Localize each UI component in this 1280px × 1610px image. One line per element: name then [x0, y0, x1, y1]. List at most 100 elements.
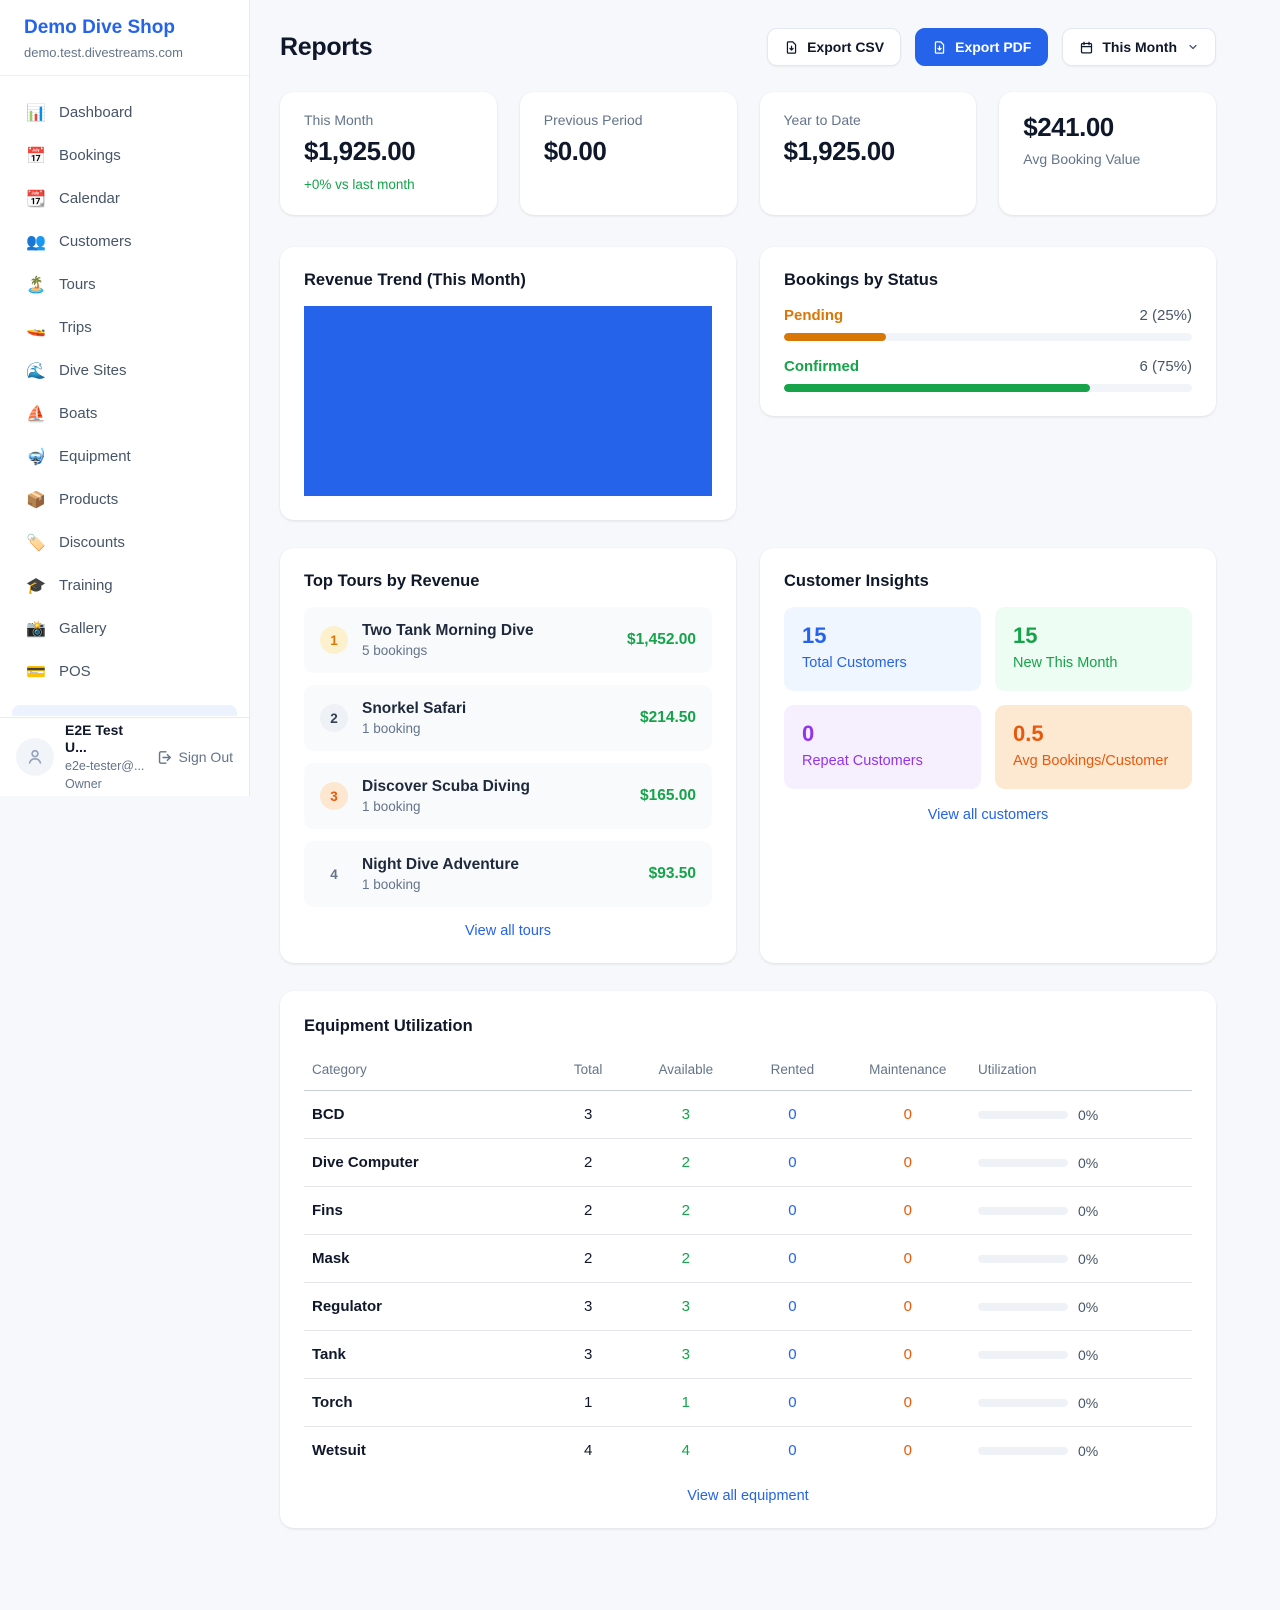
sidebar-item-gallery[interactable]: 📸 Gallery	[12, 607, 237, 650]
cell-total: 3	[543, 1330, 633, 1379]
cell-category: Dive Computer	[304, 1138, 544, 1187]
products-icon: 📦	[26, 491, 46, 509]
cell-maintenance: 0	[845, 1234, 970, 1283]
sign-out-icon	[158, 750, 171, 764]
cell-available: 2	[632, 1186, 740, 1235]
equipment-utilization-card: Equipment Utilization Category Total Ava…	[280, 991, 1216, 1528]
insight-value: 15	[802, 623, 827, 648]
cell-rented: 0	[739, 1378, 846, 1427]
sidebar-item-reports-active-highlight[interactable]	[12, 705, 237, 716]
insight-avg-bookings: 0.5 Avg Bookings/Customer	[995, 705, 1192, 789]
rank-badge: 1	[320, 626, 348, 654]
tour-name: Night Dive Adventure	[362, 856, 520, 873]
cell-total: 2	[543, 1234, 633, 1283]
cell-available: 1	[632, 1378, 740, 1427]
export-pdf-button[interactable]: Export PDF	[915, 28, 1049, 66]
view-all-tours-link[interactable]: View all tours	[465, 923, 551, 939]
cell-available: 4	[681, 1442, 690, 1459]
stat-delta: +0% vs last month	[304, 177, 415, 192]
table-row: Fins 2 2 0 0 0%	[304, 1186, 1192, 1235]
cell-category: Tank	[304, 1330, 544, 1379]
stat-value: $1,925.00	[783, 136, 896, 166]
progress-fill	[784, 384, 1090, 392]
cell-maintenance: 0	[845, 1282, 970, 1331]
sidebar-item-discounts[interactable]: 🏷️ Discounts	[12, 521, 237, 564]
pos-icon: 💳	[26, 663, 46, 681]
tour-name: Two Tank Morning Dive	[362, 622, 534, 639]
tour-bookings: 5 bookings	[362, 643, 428, 658]
sidebar-item-dive-sites[interactable]: 🌊 Dive Sites	[12, 349, 237, 392]
sidebar-item-bookings[interactable]: 📅 Bookings	[12, 134, 237, 177]
utilization-bar	[977, 1398, 1068, 1407]
utilization-bar	[977, 1302, 1068, 1311]
tour-revenue: $165.00	[639, 787, 696, 804]
utilization-bar	[977, 1350, 1068, 1359]
insight-value: 0.5	[1013, 721, 1044, 746]
tour-list: 1 Two Tank Morning Dive 5 bookings $1,45…	[304, 607, 712, 907]
sidebar: Demo Dive Shop demo.test.divestreams.com…	[0, 0, 250, 796]
sidebar-item-products[interactable]: 📦 Products	[12, 478, 237, 521]
sidebar-item-tours[interactable]: 🏝️ Tours	[12, 263, 237, 306]
utilization-bar	[977, 1110, 1068, 1119]
sidebar-item-label: Equipment	[59, 448, 131, 465]
equipment-table: Category Total Available Rented Maintena…	[304, 1054, 1192, 1474]
bookings-by-status-card: Bookings by Status Pending 2 (25%) Confi…	[760, 247, 1216, 416]
tour-name: Snorkel Safari	[362, 700, 467, 717]
progress-track	[784, 384, 1192, 392]
stat-value: $241.00	[1023, 112, 1114, 142]
stat-label: Previous Period	[543, 112, 643, 128]
export-csv-button[interactable]: Export CSV	[767, 28, 902, 66]
view-all-customers-link[interactable]: View all customers	[927, 807, 1049, 823]
cell-maintenance: 0	[845, 1330, 970, 1379]
sidebar-item-training[interactable]: 🎓 Training	[12, 564, 237, 607]
sidebar-item-label: Discounts	[59, 534, 125, 551]
sidebar-item-equipment[interactable]: 🤿 Equipment	[12, 435, 237, 478]
utilization-pct: 0%	[1077, 1154, 1099, 1171]
cell-maintenance: 0	[845, 1378, 970, 1427]
sidebar-item-label: Bookings	[59, 147, 121, 164]
stat-card-previous-period: Previous Period $0.00	[519, 92, 737, 215]
stat-card-year-to-date: Year to Date $1,925.00	[759, 92, 977, 215]
tour-revenue: $214.50	[639, 709, 696, 726]
page-title: Reports	[280, 32, 373, 61]
sign-out-button[interactable]: Sign Out	[156, 749, 233, 766]
sidebar-item-label: Dashboard	[59, 104, 133, 121]
cell-category: Wetsuit	[312, 1442, 366, 1459]
table-row: Torch 1 1 0 0 0%	[304, 1378, 1192, 1427]
sidebar-item-pos[interactable]: 💳 POS	[12, 650, 237, 693]
sidebar-item-label: Boats	[59, 405, 98, 422]
dive-sites-icon: 🌊	[26, 362, 46, 380]
tour-bookings: 1 booking	[362, 799, 421, 814]
utilization-pct: 0%	[1077, 1202, 1099, 1219]
calendar-icon: 📆	[26, 190, 46, 208]
trips-icon: 🚤	[26, 319, 46, 337]
sidebar-item-dashboard[interactable]: 📊 Dashboard	[12, 91, 237, 134]
utilization-pct: 0%	[1077, 1250, 1099, 1267]
utilization-pct: 0%	[1077, 1346, 1099, 1363]
sidebar-item-customers[interactable]: 👥 Customers	[12, 220, 237, 263]
header-actions: Export CSV Export PDF This Month	[767, 28, 1216, 66]
cell-maintenance: 0	[845, 1138, 970, 1187]
status-label: Confirmed	[784, 358, 859, 375]
sign-out-label: Sign Out	[178, 749, 233, 765]
equipment-icon: 🤿	[26, 448, 46, 466]
status-label: Pending	[784, 307, 844, 324]
period-dropdown[interactable]: This Month	[1062, 28, 1216, 66]
period-label: This Month	[1102, 39, 1177, 55]
cell-rented: 0	[739, 1330, 846, 1379]
file-download-icon	[786, 40, 797, 54]
sidebar-item-calendar[interactable]: 📆 Calendar	[12, 177, 237, 220]
view-all-equipment-link[interactable]: View all equipment	[687, 1488, 809, 1504]
stats-row: This Month $1,925.00 +0% vs last month P…	[280, 92, 1216, 215]
revenue-trend-chart	[304, 306, 712, 496]
stat-label: Avg Booking Value	[1023, 151, 1141, 167]
export-pdf-label: Export PDF	[955, 39, 1032, 55]
top-tours-card: Top Tours by Revenue 1 Two Tank Morning …	[280, 548, 736, 963]
discounts-icon: 🏷️	[26, 534, 46, 552]
bookings-by-status-title: Bookings by Status	[784, 271, 939, 289]
export-csv-label: Export CSV	[807, 39, 885, 55]
sidebar-item-boats[interactable]: ⛵ Boats	[12, 392, 237, 435]
insight-label: Repeat Customers	[802, 753, 923, 769]
sidebar-item-trips[interactable]: 🚤 Trips	[12, 306, 237, 349]
page-header: Reports Export CSV Export PDF	[280, 28, 1216, 66]
